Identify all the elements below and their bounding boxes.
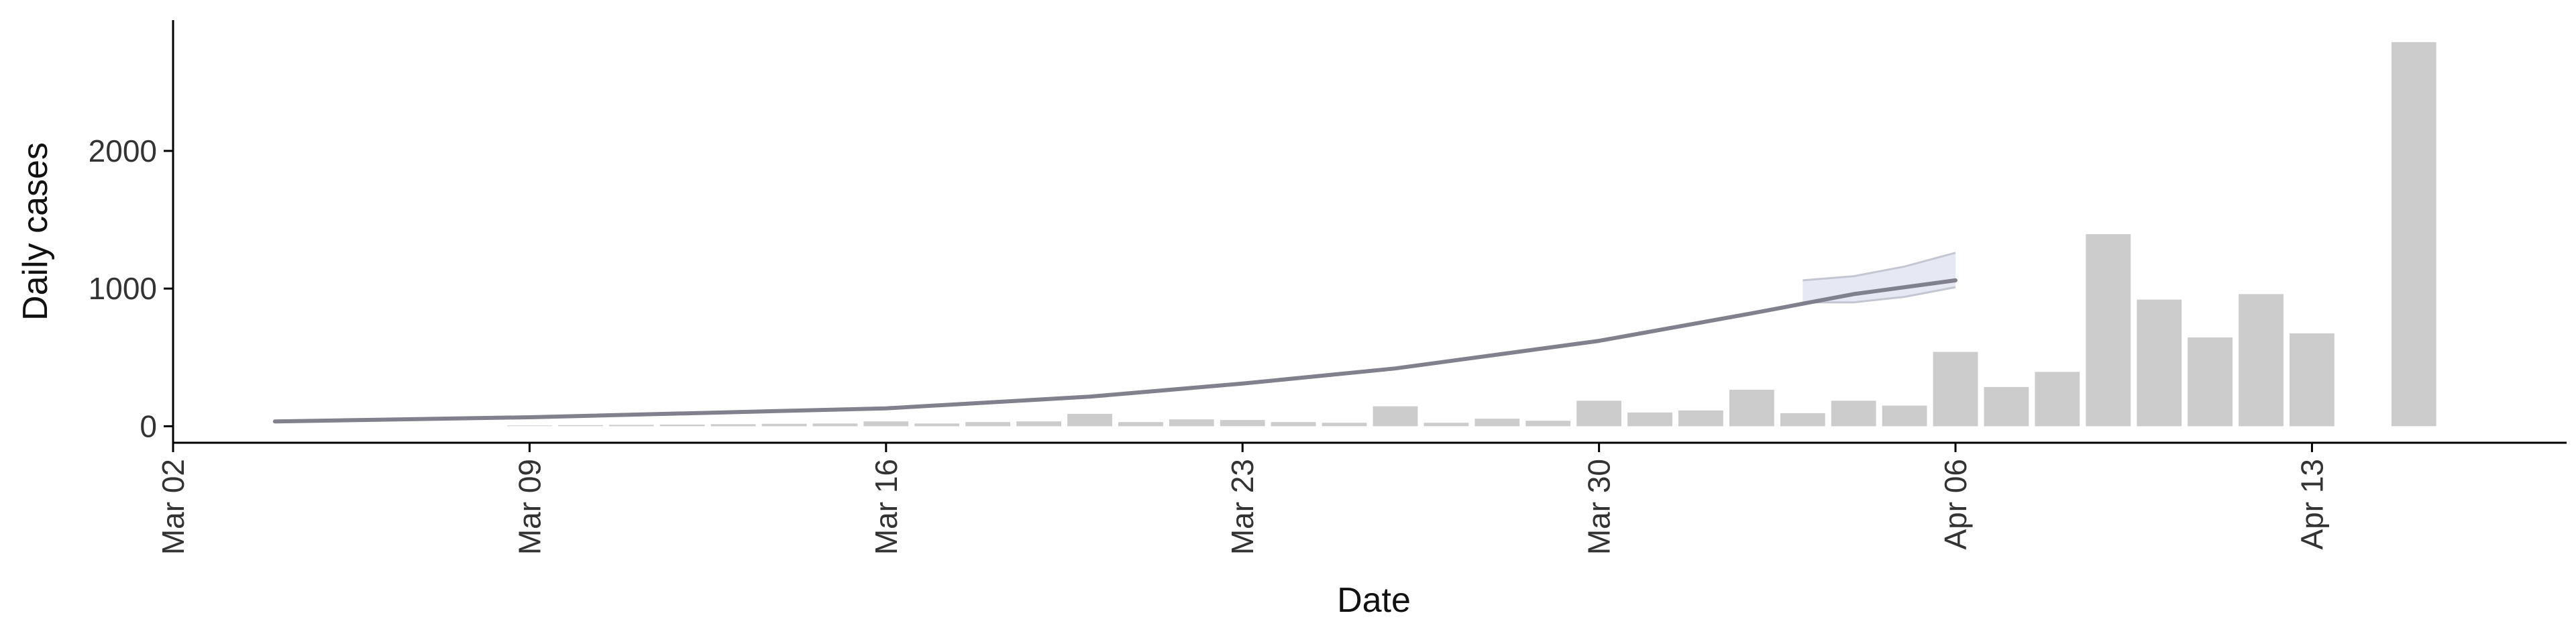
bar-18 <box>1424 423 1469 427</box>
bar-24 <box>1729 390 1774 427</box>
x-tick-label-5: Apr 06 <box>1938 459 1973 550</box>
axes-layer: 0 1000 2000 Mar 02 Mar 09 Mar 16 Mar 23 Mar 30 A… <box>89 20 2567 555</box>
bar-31 <box>2086 234 2131 427</box>
bar-21 <box>1576 400 1621 427</box>
bar-33 <box>2188 337 2233 427</box>
bar-16 <box>1322 423 1367 427</box>
bar-9 <box>965 422 1010 427</box>
line-layer <box>272 278 1957 424</box>
bar-19 <box>1474 419 1520 427</box>
bar-14 <box>1220 420 1265 427</box>
bar-13 <box>1169 419 1214 427</box>
bar-27 <box>1882 405 1927 427</box>
bar-12 <box>1118 422 1163 427</box>
bar-36 <box>2391 42 2436 427</box>
bar-10 <box>1016 421 1061 427</box>
bar-0 <box>507 425 552 427</box>
bar-2 <box>608 425 654 427</box>
bar-20 <box>1525 421 1571 427</box>
bar-17 <box>1373 406 1418 427</box>
x-axis-label: Date <box>1337 581 1411 620</box>
y-tick-label-2: 2000 <box>89 133 157 168</box>
y-axis-label: Daily cases <box>16 142 55 321</box>
bar-11 <box>1067 413 1112 427</box>
bar-34 <box>2239 294 2284 427</box>
x-tick-label-4: Mar 30 <box>1582 459 1617 555</box>
y-tick-label-0: 0 <box>140 409 157 443</box>
x-tick-label-2: Mar 16 <box>869 459 904 555</box>
x-tick-label-3: Mar 23 <box>1225 459 1260 555</box>
bar-35 <box>2290 333 2334 427</box>
bar-5 <box>761 423 807 427</box>
bar-28 <box>1933 352 1978 427</box>
band-upper-edge <box>1803 252 1956 282</box>
y-tick-label-1: 1000 <box>89 271 157 306</box>
bar-32 <box>2137 299 2182 427</box>
bar-3 <box>659 424 705 427</box>
bar-30 <box>2035 372 2080 427</box>
bar-8 <box>914 423 960 427</box>
bar-26 <box>1831 400 1876 427</box>
bars-layer <box>507 42 2436 427</box>
uncertainty-band-layer <box>1803 252 1956 304</box>
x-tick-label-6: Apr 13 <box>2294 459 2329 550</box>
bar-22 <box>1627 412 1672 427</box>
bar-29 <box>1984 386 2029 427</box>
bar-25 <box>1780 413 1825 427</box>
series-line-0 <box>272 278 1957 424</box>
bar-7 <box>863 421 909 427</box>
bar-15 <box>1271 422 1316 427</box>
band-lower-edge <box>1803 286 1956 304</box>
bar-6 <box>812 423 858 427</box>
uncertainty-band <box>1803 252 1955 303</box>
x-tick-label-0: Mar 02 <box>156 459 191 555</box>
bar-23 <box>1678 410 1723 427</box>
x-tick-label-1: Mar 09 <box>512 459 547 555</box>
bar-1 <box>557 425 603 427</box>
bar-4 <box>710 424 756 427</box>
